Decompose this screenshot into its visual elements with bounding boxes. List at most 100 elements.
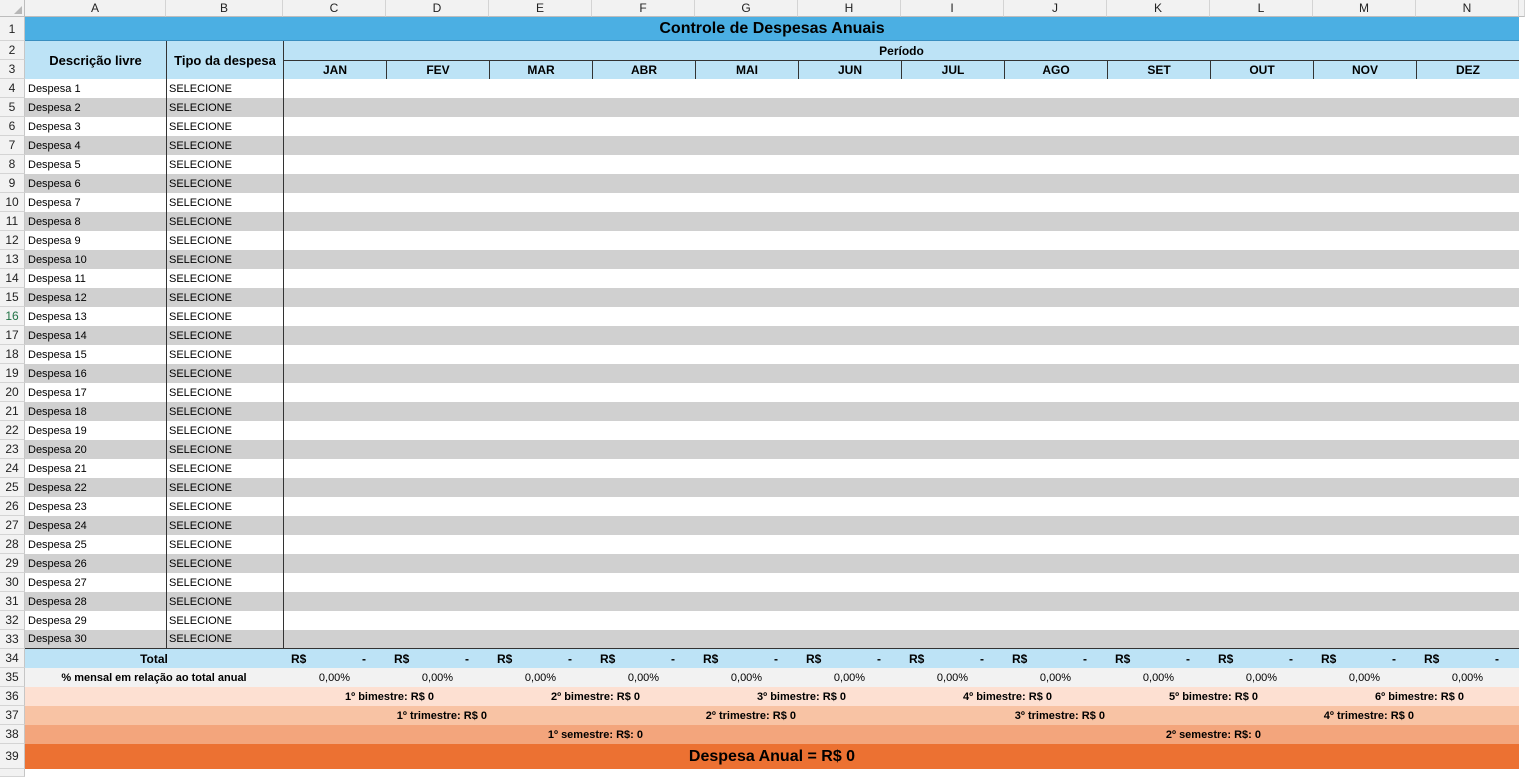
expense-description[interactable]: Despesa 5 [25,155,166,174]
row-header-7[interactable]: 7 [0,136,25,155]
expense-values-10[interactable] [283,250,1519,269]
expense-description[interactable]: Despesa 11 [25,269,166,288]
expense-values-15[interactable] [283,345,1519,364]
expense-type-select[interactable]: SELECIONE [166,326,283,345]
total-dez[interactable]: R$ - [1416,649,1519,668]
pct-set[interactable]: 0,00% [1107,668,1210,687]
month-header-fev[interactable]: FEV [386,60,489,79]
expense-type-select[interactable]: SELECIONE [166,288,283,307]
expense-values-13[interactable] [283,307,1519,326]
pct-dez[interactable]: 0,00% [1416,668,1519,687]
pct-jun[interactable]: 0,00% [798,668,901,687]
expense-type-select[interactable]: SELECIONE [166,269,283,288]
month-header-jul[interactable]: JUL [901,60,1004,79]
month-header-jan[interactable]: JAN [283,60,386,79]
pct-out[interactable]: 0,00% [1210,668,1313,687]
row-header-13[interactable]: 13 [0,250,25,269]
expense-values-11[interactable] [283,269,1519,288]
row-header-23[interactable]: 23 [0,440,25,459]
row-header-26[interactable]: 26 [0,497,25,516]
row-header-30[interactable]: 30 [0,573,25,592]
expense-description[interactable]: Despesa 12 [25,288,166,307]
row-header-17[interactable]: 17 [0,326,25,345]
expense-type-select[interactable]: SELECIONE [166,174,283,193]
expense-type-select[interactable]: SELECIONE [166,307,283,326]
expense-type-select[interactable]: SELECIONE [166,535,283,554]
month-header-set[interactable]: SET [1107,60,1210,79]
expense-values-29[interactable] [283,611,1519,630]
expense-description[interactable]: Despesa 4 [25,136,166,155]
bimestre-4[interactable]: 4º bimestre: R$ 0 [901,687,1107,706]
expense-values-25[interactable] [283,535,1519,554]
trimestre-4[interactable]: 4º trimestre: R$ 0 [1210,706,1519,725]
expense-description[interactable]: Despesa 27 [25,573,166,592]
column-header-c[interactable]: C [283,0,386,17]
expense-values-2[interactable] [283,98,1519,117]
bimestre-3[interactable]: 3º bimestre: R$ 0 [695,687,901,706]
header-periodo[interactable]: Período [283,41,1519,60]
month-header-mai[interactable]: MAI [695,60,798,79]
expense-values-21[interactable] [283,459,1519,478]
trimestre-1[interactable]: 1º trimestre: R$ 0 [25,706,592,725]
expense-description[interactable]: Despesa 8 [25,212,166,231]
expense-type-select[interactable]: SELECIONE [166,193,283,212]
header-descricao[interactable]: Descrição livre [25,41,166,79]
semestre-2[interactable]: 2º semestre: R$: 0 [901,725,1519,744]
expense-type-select[interactable]: SELECIONE [166,117,283,136]
expense-values-24[interactable] [283,516,1519,535]
row-header-18[interactable]: 18 [0,345,25,364]
row-header-15[interactable]: 15 [0,288,25,307]
expense-values-30[interactable] [283,630,1519,649]
row-header-40[interactable] [0,769,25,777]
expense-description[interactable]: Despesa 20 [25,440,166,459]
trimestre-2[interactable]: 2º trimestre: R$ 0 [592,706,901,725]
expense-values-8[interactable] [283,212,1519,231]
expense-type-select[interactable]: SELECIONE [166,155,283,174]
expense-description[interactable]: Despesa 30 [25,630,166,649]
expense-description[interactable]: Despesa 26 [25,554,166,573]
expense-description[interactable]: Despesa 28 [25,592,166,611]
select-all-corner[interactable] [0,0,25,17]
expense-values-4[interactable] [283,136,1519,155]
row-header-20[interactable]: 20 [0,383,25,402]
expense-values-7[interactable] [283,193,1519,212]
expense-type-select[interactable]: SELECIONE [166,383,283,402]
row-header-38[interactable]: 38 [0,725,25,744]
column-header-l[interactable]: L [1210,0,1313,17]
pct-jan[interactable]: 0,00% [283,668,386,687]
expense-values-19[interactable] [283,421,1519,440]
row-header-32[interactable]: 32 [0,611,25,630]
expense-values-9[interactable] [283,231,1519,250]
expense-values-17[interactable] [283,383,1519,402]
row-header-22[interactable]: 22 [0,421,25,440]
total-mai[interactable]: R$ - [695,649,798,668]
row-header-29[interactable]: 29 [0,554,25,573]
row-header-9[interactable]: 9 [0,174,25,193]
row-header-37[interactable]: 37 [0,706,25,725]
total-jul[interactable]: R$ - [901,649,1004,668]
expense-type-select[interactable]: SELECIONE [166,554,283,573]
row-header-1[interactable]: 1 [0,17,25,41]
column-header-i[interactable]: I [901,0,1004,17]
expense-values-27[interactable] [283,573,1519,592]
row-header-5[interactable]: 5 [0,98,25,117]
column-header-n[interactable]: N [1416,0,1519,17]
column-header-b[interactable]: B [166,0,283,17]
total-ago[interactable]: R$ - [1004,649,1107,668]
row-header-3[interactable]: 3 [0,60,25,79]
sheet-title[interactable]: Controle de Despesas Anuais [25,17,1519,41]
expense-description[interactable]: Despesa 14 [25,326,166,345]
expense-type-select[interactable]: SELECIONE [166,478,283,497]
column-header-k[interactable]: K [1107,0,1210,17]
expense-description[interactable]: Despesa 23 [25,497,166,516]
expense-type-select[interactable]: SELECIONE [166,98,283,117]
row-header-6[interactable]: 6 [0,117,25,136]
expense-description[interactable]: Despesa 19 [25,421,166,440]
expense-type-select[interactable]: SELECIONE [166,136,283,155]
pct-ago[interactable]: 0,00% [1004,668,1107,687]
month-header-abr[interactable]: ABR [592,60,695,79]
row-header-10[interactable]: 10 [0,193,25,212]
row-header-21[interactable]: 21 [0,402,25,421]
column-header-h[interactable]: H [798,0,901,17]
expense-type-select[interactable]: SELECIONE [166,212,283,231]
